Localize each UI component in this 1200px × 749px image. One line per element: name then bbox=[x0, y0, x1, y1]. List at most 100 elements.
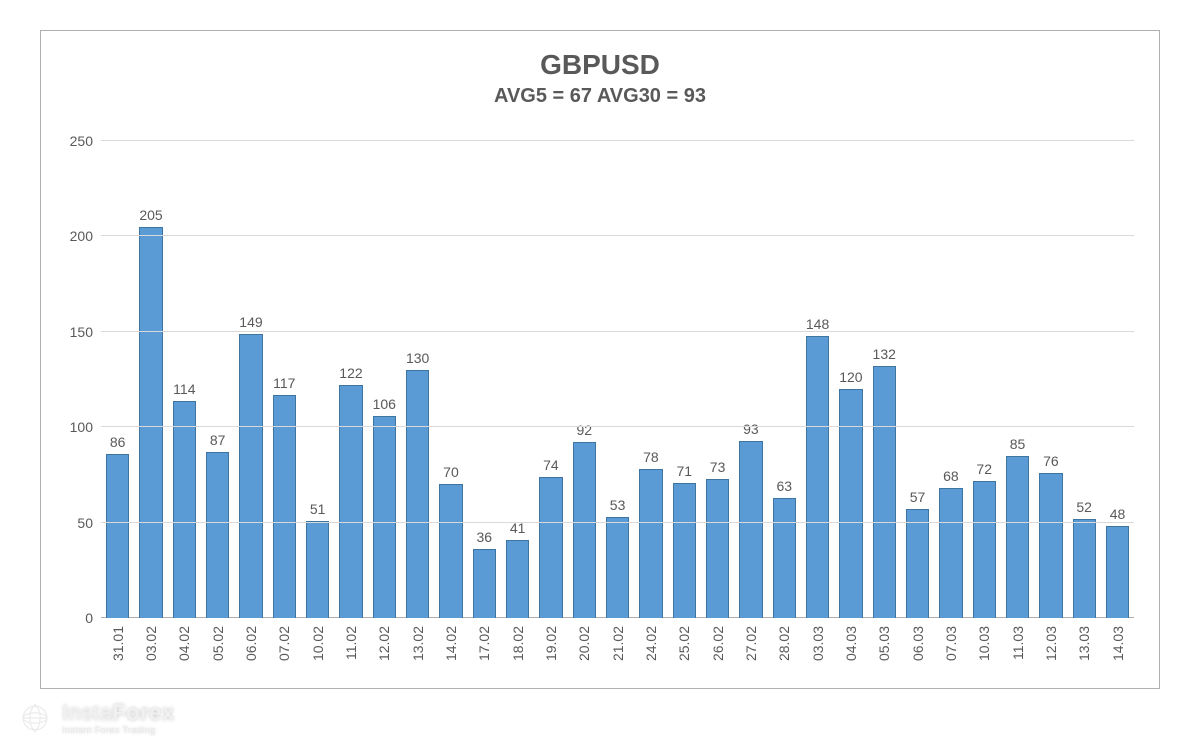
bar bbox=[139, 227, 162, 618]
xtick-label: 20.02 bbox=[576, 626, 592, 661]
bar-value-label: 70 bbox=[443, 464, 459, 480]
xtick-label: 14.03 bbox=[1110, 626, 1126, 661]
bar-value-label: 57 bbox=[910, 489, 926, 505]
xtick-label: 12.02 bbox=[376, 626, 392, 661]
chart-subtitle: AVG5 = 67 AVG30 = 93 bbox=[41, 85, 1159, 108]
bar bbox=[573, 442, 596, 618]
xtick-label: 13.03 bbox=[1076, 626, 1092, 661]
bar bbox=[1039, 473, 1062, 618]
bar-wrap: 9220.02 bbox=[568, 141, 601, 618]
xtick-label: 07.02 bbox=[276, 626, 292, 661]
bar bbox=[406, 370, 429, 618]
ytick-label: 250 bbox=[70, 133, 93, 149]
gridline bbox=[101, 331, 1134, 332]
bar bbox=[173, 401, 196, 619]
bar-value-label: 78 bbox=[643, 449, 659, 465]
xtick-label: 04.03 bbox=[843, 626, 859, 661]
bar bbox=[1073, 519, 1096, 618]
bar-wrap: 6328.02 bbox=[768, 141, 801, 618]
bar bbox=[606, 517, 629, 618]
bar-wrap: 4814.03 bbox=[1101, 141, 1134, 618]
ytick-label: 150 bbox=[70, 324, 93, 340]
bar bbox=[339, 385, 362, 618]
bar-wrap: 12211.02 bbox=[334, 141, 367, 618]
gridline bbox=[101, 140, 1134, 141]
xtick-label: 27.02 bbox=[743, 626, 759, 661]
bar-value-label: 53 bbox=[610, 497, 626, 513]
bar bbox=[839, 389, 862, 618]
bar-wrap: 11404.02 bbox=[168, 141, 201, 618]
bar-value-label: 86 bbox=[110, 434, 126, 450]
gridline bbox=[101, 522, 1134, 523]
bar-value-label: 106 bbox=[373, 396, 396, 412]
xtick-label: 21.02 bbox=[610, 626, 626, 661]
bar-wrap: 4118.02 bbox=[501, 141, 534, 618]
bar-wrap: 13013.02 bbox=[401, 141, 434, 618]
bar-wrap: 7612.03 bbox=[1034, 141, 1067, 618]
ytick-label: 200 bbox=[70, 228, 93, 244]
bar-wrap: 13205.03 bbox=[868, 141, 901, 618]
xtick-label: 11.02 bbox=[343, 626, 359, 660]
bar-value-label: 149 bbox=[239, 314, 262, 330]
xtick-label: 25.02 bbox=[676, 626, 692, 661]
xtick-label: 24.02 bbox=[643, 626, 659, 661]
bar-wrap: 8511.03 bbox=[1001, 141, 1034, 618]
bar-wrap: 11707.02 bbox=[268, 141, 301, 618]
bar-value-label: 87 bbox=[210, 432, 226, 448]
bar bbox=[106, 454, 129, 618]
bar-value-label: 68 bbox=[943, 468, 959, 484]
bar bbox=[1106, 526, 1129, 618]
bar-wrap: 7326.02 bbox=[701, 141, 734, 618]
watermark-brand-prefix: Insta bbox=[62, 700, 112, 725]
bar-wrap: 7125.02 bbox=[668, 141, 701, 618]
gridline bbox=[101, 235, 1134, 236]
bar-wrap: 9327.02 bbox=[734, 141, 767, 618]
xtick-label: 14.02 bbox=[443, 626, 459, 661]
xtick-label: 12.03 bbox=[1043, 626, 1059, 661]
bar bbox=[973, 481, 996, 618]
bar-value-label: 48 bbox=[1110, 506, 1126, 522]
bar bbox=[939, 488, 962, 618]
gridline bbox=[101, 426, 1134, 427]
xtick-label: 06.02 bbox=[243, 626, 259, 661]
bar bbox=[706, 479, 729, 618]
xtick-label: 10.02 bbox=[310, 626, 326, 661]
bar bbox=[206, 452, 229, 618]
bar-value-label: 36 bbox=[476, 529, 492, 545]
chart-container: GBPUSD AVG5 = 67 AVG30 = 93 8631.0120503… bbox=[40, 30, 1160, 689]
bar-value-label: 73 bbox=[710, 459, 726, 475]
bar-wrap: 14906.02 bbox=[234, 141, 267, 618]
bar bbox=[673, 483, 696, 618]
bar-wrap: 5706.03 bbox=[901, 141, 934, 618]
bar-value-label: 76 bbox=[1043, 453, 1059, 469]
bar-wrap: 5110.02 bbox=[301, 141, 334, 618]
bar-wrap: 3617.02 bbox=[468, 141, 501, 618]
xtick-label: 05.02 bbox=[210, 626, 226, 661]
bar-wrap: 7210.03 bbox=[968, 141, 1001, 618]
bar-value-label: 74 bbox=[543, 457, 559, 473]
bar-value-label: 52 bbox=[1076, 499, 1092, 515]
bar-wrap: 12004.03 bbox=[834, 141, 867, 618]
bar-wrap: 6807.03 bbox=[934, 141, 967, 618]
bar bbox=[306, 521, 329, 618]
bar-value-label: 71 bbox=[676, 463, 692, 479]
bar-wrap: 10612.02 bbox=[368, 141, 401, 618]
bar-wrap: 7014.02 bbox=[434, 141, 467, 618]
ytick-label: 0 bbox=[85, 610, 93, 626]
bar bbox=[506, 540, 529, 618]
watermark-text: InstaForex Instant Forex Trading bbox=[62, 702, 175, 735]
bar-wrap: 7419.02 bbox=[534, 141, 567, 618]
xtick-label: 28.02 bbox=[776, 626, 792, 661]
bar-value-label: 117 bbox=[273, 375, 295, 391]
bar-wrap: 8631.01 bbox=[101, 141, 134, 618]
bar-wrap: 14803.03 bbox=[801, 141, 834, 618]
bar bbox=[906, 509, 929, 618]
xtick-label: 03.02 bbox=[143, 626, 159, 661]
bar-value-label: 63 bbox=[776, 478, 792, 494]
bar bbox=[1006, 456, 1029, 618]
bar-wrap: 8705.02 bbox=[201, 141, 234, 618]
bar bbox=[873, 366, 896, 618]
bar bbox=[439, 484, 462, 618]
xtick-label: 11.03 bbox=[1010, 626, 1026, 660]
bar-value-label: 122 bbox=[339, 365, 362, 381]
